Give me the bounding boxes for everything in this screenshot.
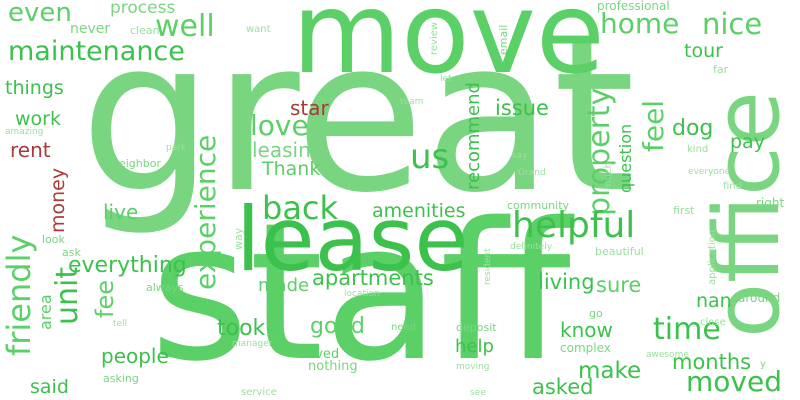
- word-fee: fee: [91, 280, 119, 318]
- word-money: money: [47, 167, 69, 233]
- word-always: always: [146, 281, 184, 294]
- word-much: much: [603, 162, 614, 190]
- word-complex: complex: [560, 341, 611, 355]
- word-staff: staff: [150, 182, 571, 400]
- word-far: far: [713, 63, 729, 76]
- word-months: months: [672, 350, 752, 374]
- word-team: team: [400, 97, 424, 107]
- word-made: made: [258, 275, 310, 296]
- word-love: love: [250, 109, 309, 142]
- word-took: took: [217, 316, 266, 341]
- word-want: want: [246, 24, 271, 35]
- word-question: question: [616, 123, 635, 193]
- word-people: people: [101, 344, 169, 368]
- word-even: even: [8, 0, 72, 28]
- word-rent: rent: [10, 138, 51, 162]
- word-awesome: awesome: [646, 350, 689, 360]
- word-lived: lived: [308, 347, 340, 362]
- word-recommend: recommend: [463, 82, 484, 190]
- word-clean: clean: [130, 24, 160, 37]
- word-say: say: [512, 151, 528, 161]
- word-see: see: [470, 388, 486, 398]
- word-right: right: [756, 196, 785, 210]
- word-need: need: [391, 322, 416, 333]
- word-definitely: definitely: [510, 242, 553, 252]
- word-thank: Thank: [262, 158, 321, 180]
- word-service: service: [241, 387, 277, 398]
- word-property: property: [582, 87, 617, 216]
- word-tour: tour: [684, 40, 723, 62]
- word-park: park: [166, 143, 187, 153]
- word-feel: feel: [637, 99, 670, 152]
- word-nan: nan: [696, 290, 732, 312]
- word-amazing: amazing: [5, 127, 44, 137]
- word-let: let: [440, 74, 452, 84]
- word-everyone: everyone: [688, 167, 731, 177]
- word-application: application: [707, 229, 718, 285]
- word-issue: issue: [495, 96, 549, 120]
- word-asked: asked: [532, 375, 594, 399]
- word-star: star: [290, 96, 329, 120]
- word-moved: moved: [686, 365, 782, 398]
- word-move: move: [292, 0, 605, 99]
- word-beautiful: beautiful: [595, 245, 644, 258]
- word-said: said: [30, 376, 69, 398]
- word-professional: professional: [597, 0, 670, 13]
- word-way: way: [232, 227, 245, 250]
- word-neighbor: neighbor: [112, 157, 161, 170]
- word-process: process: [110, 0, 176, 18]
- word-around: around: [738, 291, 781, 305]
- word-everything: everything: [68, 253, 187, 278]
- word-lease: lease: [236, 188, 469, 291]
- word-amenities: amenities: [372, 200, 466, 222]
- word-deposit: deposit: [456, 321, 497, 334]
- word-help: help: [455, 336, 494, 357]
- word-close: close: [700, 317, 726, 328]
- word-great: great: [80, 0, 636, 239]
- word-nothing: nothing: [308, 359, 358, 374]
- word-email: email: [497, 24, 510, 55]
- word-go: go: [589, 307, 603, 320]
- word-friendly: friendly: [0, 234, 38, 356]
- word-ask: ask: [62, 246, 81, 259]
- word-find: find: [723, 181, 742, 192]
- word-make: make: [578, 358, 642, 384]
- word-location: location: [344, 289, 380, 299]
- word-us: us: [410, 137, 450, 177]
- word-review: review: [429, 21, 440, 55]
- word-resident: resident: [483, 248, 493, 285]
- word-first: first: [673, 204, 695, 217]
- word-moving: moving: [456, 362, 490, 372]
- word-good: good: [310, 314, 365, 339]
- word-never: never: [70, 21, 111, 37]
- word-maintenance: maintenance: [8, 36, 185, 67]
- word-back: back: [262, 189, 339, 227]
- word-helpful: helpful: [512, 205, 636, 246]
- word-know: know: [560, 318, 613, 342]
- word-nice: nice: [702, 7, 763, 41]
- word-living: living: [538, 270, 595, 294]
- word-live: live: [103, 200, 139, 224]
- word-grand: Grand: [518, 168, 546, 178]
- word-pay: pay: [730, 131, 765, 153]
- word-time: time: [653, 312, 721, 347]
- word-work: work: [15, 108, 61, 130]
- word-kind: kind: [687, 144, 709, 155]
- word-dog: dog: [672, 116, 714, 141]
- word-apartments: apartments: [312, 266, 434, 290]
- word-look: look: [42, 233, 65, 246]
- word-leasing: leasing: [252, 138, 324, 162]
- word-community: community: [507, 199, 570, 212]
- word-manager: manager: [232, 339, 273, 349]
- word-well: well: [155, 9, 215, 44]
- word-asking: asking: [103, 372, 139, 385]
- word-home: home: [600, 7, 680, 40]
- word-experience: experience: [189, 134, 222, 290]
- word-tell: tell: [113, 319, 128, 329]
- word-area: area: [36, 294, 55, 330]
- word-sure: sure: [596, 273, 642, 297]
- word-y: y: [760, 359, 766, 370]
- word-things: things: [5, 77, 64, 99]
